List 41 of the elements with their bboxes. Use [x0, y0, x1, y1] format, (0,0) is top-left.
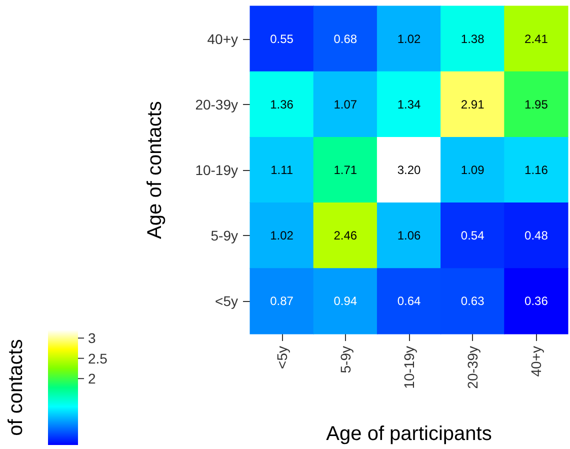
- x-tick-label: 20-39y: [464, 346, 481, 389]
- data-label: 1.71: [334, 163, 358, 177]
- data-label: 1.06: [397, 228, 421, 243]
- x-axis-title: Age of participants: [326, 423, 492, 445]
- color-bar-label: 3: [88, 330, 96, 346]
- y-tick-label: <5y: [215, 293, 238, 310]
- y-tick-label: 10-19y: [195, 162, 238, 178]
- data-label: 2.41: [524, 32, 548, 46]
- data-label: 1.16: [524, 163, 548, 177]
- data-label: 0.94: [334, 294, 358, 308]
- data-label: 3.20: [397, 163, 421, 177]
- data-label: 2.46: [334, 228, 358, 243]
- data-label: 1.02: [397, 32, 421, 46]
- data-label: 0.55: [270, 32, 294, 46]
- data-label: 1.02: [270, 228, 294, 243]
- y-tick-label: 5-9y: [210, 228, 238, 244]
- data-label: 1.38: [460, 32, 485, 46]
- data-label: 0.87: [270, 294, 294, 308]
- data-label: 1.11: [270, 163, 294, 177]
- x-tick-label: 10-19y: [401, 346, 417, 389]
- data-label: 1.09: [460, 163, 485, 177]
- y-tick-label: 20-39y: [195, 96, 238, 112]
- data-label: 1.07: [334, 97, 358, 112]
- color-bar-label: 2: [88, 370, 96, 387]
- x-tick-label: <5y: [274, 346, 290, 369]
- data-label: 2.91: [460, 97, 485, 112]
- x-tick-label: 40+y: [528, 346, 544, 377]
- data-label: 1.34: [397, 97, 421, 112]
- color-bar-label: 2.5: [88, 350, 108, 366]
- data-label: 0.36: [524, 294, 548, 308]
- y-tick-label: 40+y: [207, 30, 238, 47]
- data-label: 0.54: [460, 228, 485, 243]
- data-label: 0.68: [334, 32, 358, 46]
- data-label: 0.64: [397, 294, 421, 308]
- x-tick-label: 5-9y: [337, 346, 354, 374]
- data-label: 0.48: [524, 228, 548, 243]
- data-label: 1.36: [270, 97, 294, 112]
- color-bar-title: of contacts: [5, 339, 27, 436]
- y-axis-title: Age of contacts: [144, 101, 166, 239]
- data-label: 0.63: [460, 294, 485, 308]
- data-label: 1.95: [524, 97, 548, 112]
